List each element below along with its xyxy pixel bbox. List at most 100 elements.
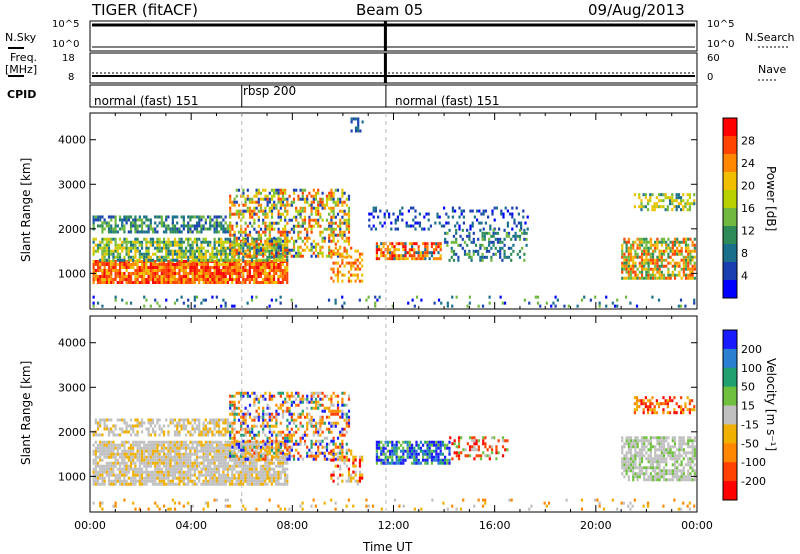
echo-cell [204, 269, 207, 272]
echo-cell [253, 227, 256, 231]
echo-cell [229, 230, 232, 234]
echo-cell [660, 264, 663, 268]
echo-cell [224, 473, 227, 477]
echo-cell [476, 218, 479, 222]
echo-cell [312, 430, 315, 434]
echo-cell [297, 209, 300, 213]
echo-cell [264, 278, 267, 281]
echo-cell [242, 252, 245, 256]
echo-cell [317, 400, 320, 404]
echo-cell [545, 301, 548, 305]
echo-cell [231, 255, 234, 259]
echo-cell [180, 249, 183, 253]
echo-cell [143, 255, 146, 259]
echo-cell [509, 212, 512, 216]
echo-cell [332, 267, 335, 271]
echo-cell [217, 467, 221, 471]
echo-cell [204, 278, 207, 281]
echo-cell [105, 467, 108, 471]
echo-cell [220, 433, 223, 437]
echo-cell [187, 443, 190, 447]
echo-cell [321, 197, 324, 201]
echo-cell [270, 479, 273, 483]
echo-cell [255, 230, 258, 234]
echo-cell [191, 433, 194, 437]
echo-cell [114, 298, 117, 302]
echo-cell [261, 263, 265, 266]
echo-cell [682, 205, 685, 209]
echo-cell [279, 215, 282, 219]
echo-cell [103, 218, 106, 222]
echo-cell [288, 454, 291, 458]
echo-cell [213, 449, 216, 453]
echo-cell [310, 194, 313, 198]
echo-cell [253, 445, 256, 449]
echo-cell [279, 449, 282, 453]
echo-cell [669, 246, 672, 250]
echo-cell [279, 391, 282, 395]
echo-cell [281, 230, 285, 234]
echo-cell [417, 245, 420, 249]
echo-cell [343, 255, 346, 259]
echo-cell [418, 224, 422, 228]
echo-cell [136, 440, 139, 444]
echo-cell [244, 457, 247, 461]
echo-cell [354, 117, 358, 121]
echo-cell [325, 436, 329, 440]
echo-cell [176, 455, 179, 459]
echo-cell [334, 188, 337, 192]
echo-cell [231, 263, 234, 266]
echo-cell [182, 421, 185, 425]
echo-cell [673, 243, 677, 247]
echo-cell [140, 275, 144, 278]
echo-cell [195, 467, 199, 471]
echo-cell [417, 254, 420, 258]
echo-cell [654, 258, 657, 262]
echo-cell [448, 258, 451, 262]
echo-cell [99, 246, 102, 250]
echo-cell [446, 301, 449, 305]
echo-cell [251, 224, 254, 228]
echo-cell [145, 272, 148, 275]
echo-cell [268, 412, 271, 416]
echo-cell [220, 479, 223, 483]
echo-cell [264, 452, 267, 456]
echo-cell [687, 267, 690, 271]
echo-cell [299, 421, 302, 425]
echo-cell [209, 476, 212, 480]
echo-cell [647, 261, 650, 265]
echo-cell [498, 227, 501, 231]
echo-cell [343, 239, 346, 243]
echo-cell [279, 476, 282, 480]
echo-cell [336, 249, 340, 253]
echo-cell [167, 215, 170, 219]
echo-cell [121, 418, 124, 422]
echo-cell [160, 440, 163, 444]
echo-cell [200, 482, 203, 486]
echo-cell [505, 234, 508, 238]
echo-cell [253, 281, 256, 284]
echo-cell [229, 403, 232, 407]
echo-cell [312, 454, 315, 458]
echo-cell [237, 242, 241, 246]
echo-cell [640, 255, 644, 259]
echo-cell [330, 255, 333, 259]
echo-cell [275, 188, 278, 192]
echo-cell [257, 446, 260, 450]
echo-cell [189, 249, 192, 253]
echo-cell [321, 200, 324, 204]
echo-cell [217, 418, 221, 422]
echo-cell [195, 224, 199, 228]
echo-cell [94, 243, 97, 247]
echo-cell [240, 424, 243, 428]
echo-cell [395, 254, 398, 258]
echo-cell [503, 252, 506, 256]
echo-cell [189, 464, 192, 468]
echo-cell [145, 449, 148, 453]
echo-cell [195, 476, 199, 480]
echo-cell [237, 457, 241, 461]
echo-cell [317, 191, 320, 195]
echo-cell [286, 452, 289, 456]
echo-cell [242, 464, 245, 468]
